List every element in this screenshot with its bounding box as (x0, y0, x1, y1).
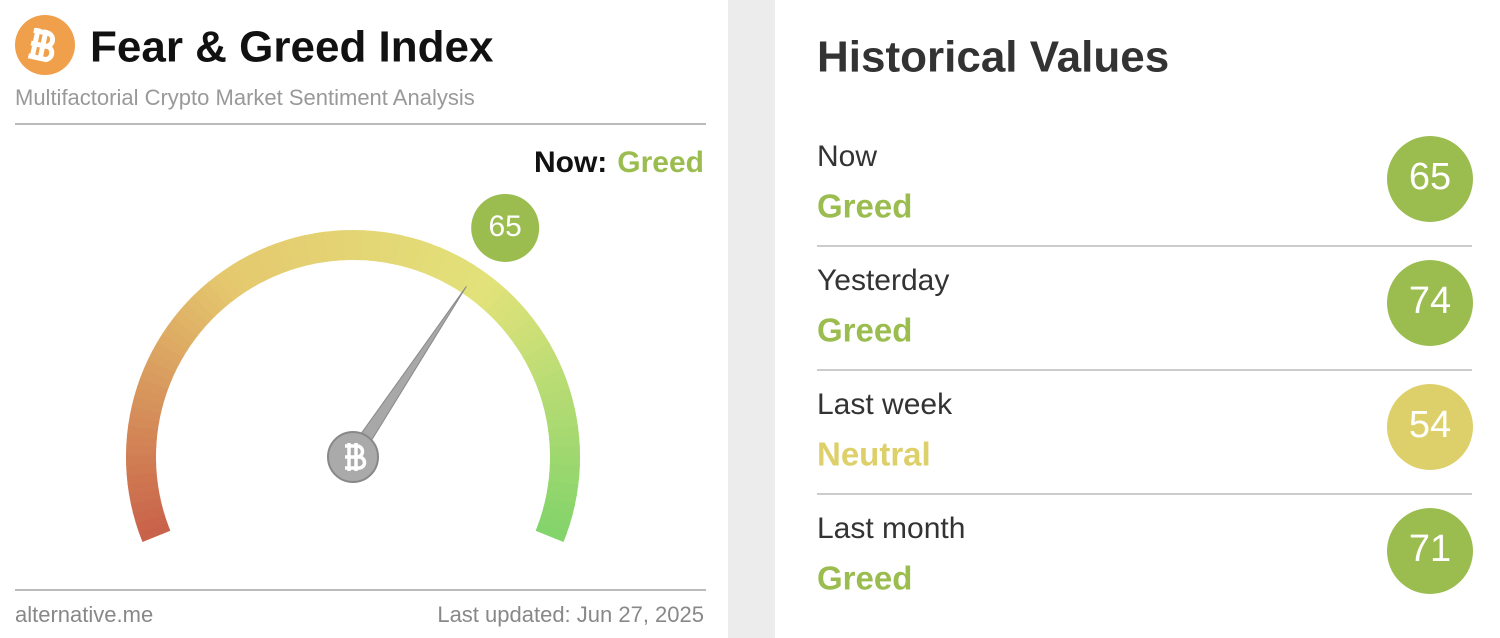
value-badge-label: 54 (1409, 404, 1451, 446)
panel-gap (728, 0, 775, 638)
hub-glyph (345, 443, 367, 471)
value-badge-label: 71 (1409, 528, 1451, 570)
historical-rows: Now Greed 65 Yesterday Greed 74 Last week Neutr… (817, 136, 1473, 597)
classification: Greed (817, 188, 912, 225)
now-classification: Greed (617, 146, 704, 179)
value-badge-label: 74 (1409, 280, 1451, 322)
classification: Greed (817, 312, 912, 349)
value-badge (1387, 508, 1473, 594)
period: Last month (817, 512, 965, 545)
period: Last week (817, 388, 953, 421)
source: alternative.me (15, 602, 153, 627)
value-badge (1387, 260, 1473, 346)
title: Fear & Greed Index (90, 23, 494, 72)
value-badge (1387, 136, 1473, 222)
last-updated: Last updated: Jun 27, 2025 (437, 602, 704, 627)
gauge-arc (535, 522, 567, 543)
period: Now (817, 140, 877, 173)
subtitle: Multifactorial Crypto Market Sentiment A… (15, 85, 475, 110)
period: Yesterday (817, 264, 949, 297)
classification: Neutral (817, 436, 931, 473)
now-status: Now: Greed (534, 146, 704, 179)
now-label: Now: (534, 146, 607, 179)
value-bubble-label: 65 (488, 210, 521, 243)
gauge: 65 (126, 193, 580, 543)
historical-title: Historical Values (817, 33, 1169, 82)
bitcoin-glyph (27, 27, 56, 63)
value-bubble (471, 193, 540, 262)
value-badge (1387, 384, 1473, 470)
value-badge-label: 65 (1409, 156, 1451, 198)
classification: Greed (817, 560, 912, 597)
